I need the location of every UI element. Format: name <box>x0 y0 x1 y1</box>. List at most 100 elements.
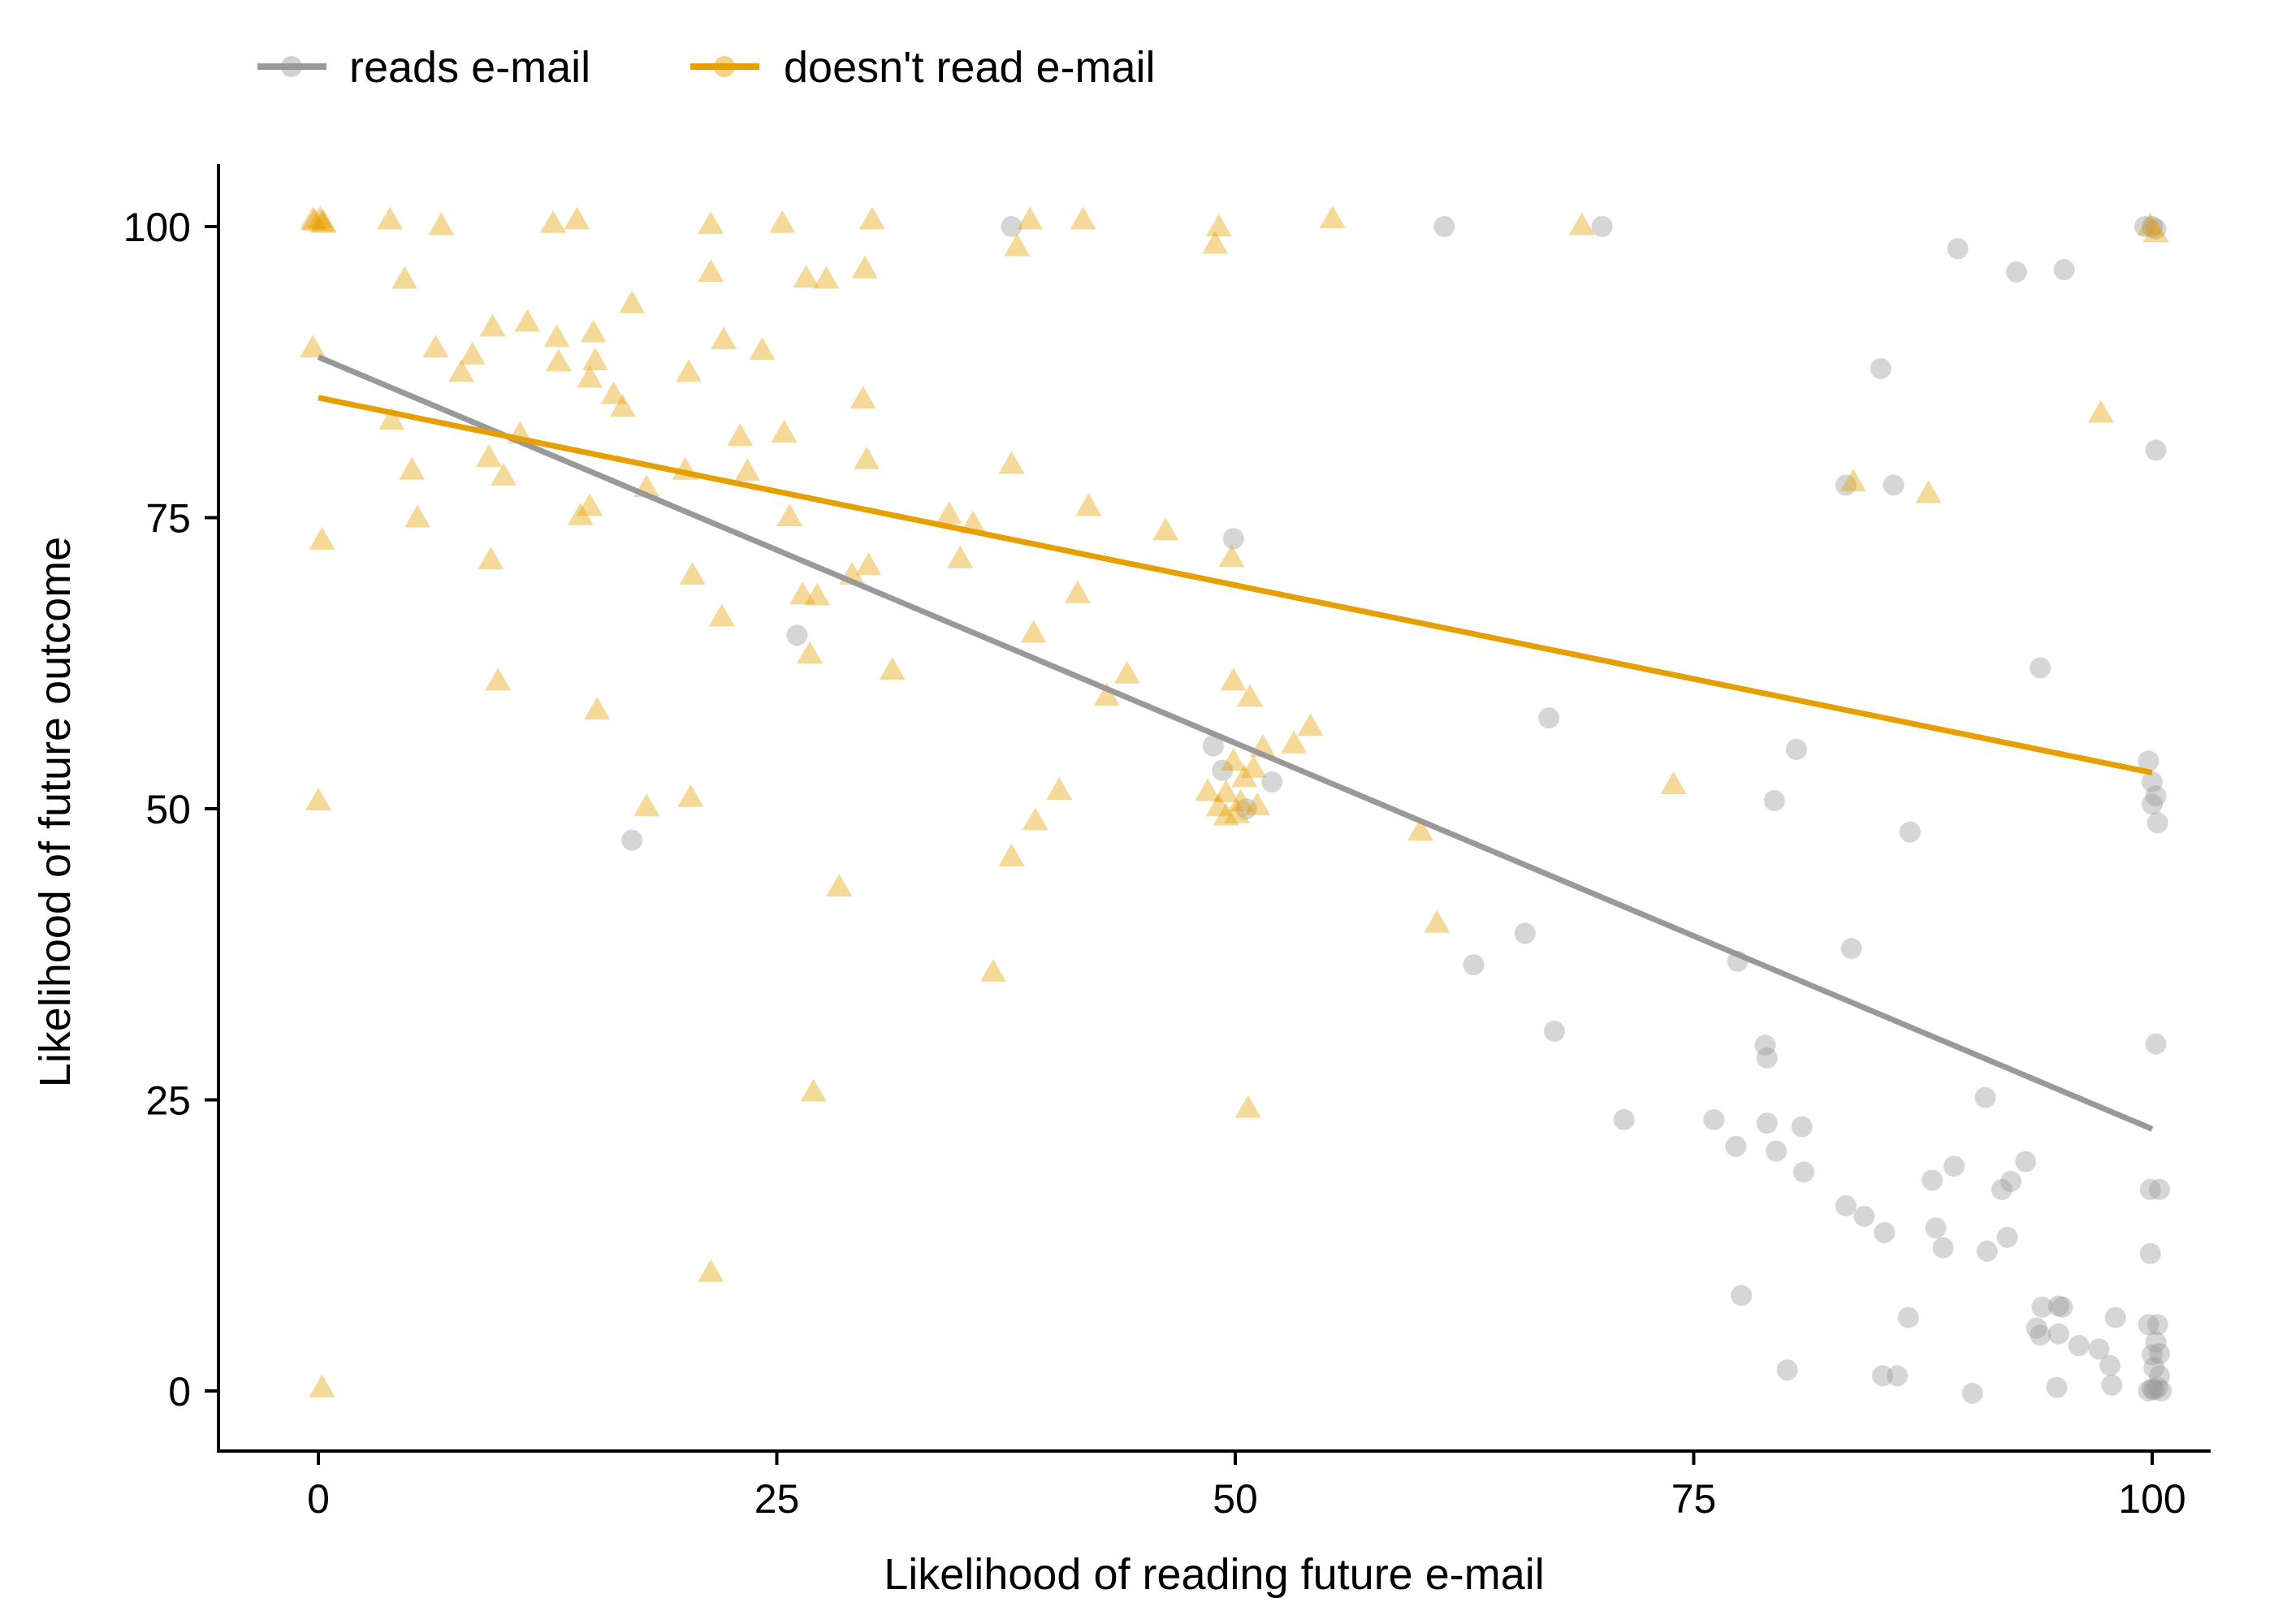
data-point-doesnt-read-email <box>1070 206 1096 230</box>
data-point-reads-email <box>2142 1378 2163 1400</box>
data-point-reads-email <box>2145 218 2167 240</box>
data-point-reads-email <box>1463 954 1485 976</box>
x-tick-label: 50 <box>1213 1476 1258 1522</box>
data-point-doesnt-read-email <box>1297 713 1324 736</box>
data-point-doesnt-read-email <box>479 313 506 337</box>
data-point-reads-email <box>2030 657 2051 679</box>
data-point-doesnt-read-email <box>609 394 636 417</box>
data-point-reads-email <box>2031 1296 2053 1318</box>
data-point-doesnt-read-email <box>577 365 603 388</box>
data-point-doesnt-read-email <box>1064 580 1091 603</box>
data-point-doesnt-read-email <box>307 205 334 229</box>
data-point-reads-email <box>1853 1205 1875 1227</box>
data-point-doesnt-read-email <box>1205 214 1232 237</box>
data-point-doesnt-read-email <box>1281 730 1308 754</box>
data-point-doesnt-read-email <box>2087 400 2114 423</box>
data-point-reads-email <box>2138 750 2159 772</box>
data-point-doesnt-read-email <box>698 1259 724 1282</box>
data-point-reads-email <box>2138 1314 2159 1336</box>
data-point-reads-email <box>1874 1221 1896 1243</box>
data-point-doesnt-read-email <box>734 458 761 482</box>
data-point-doesnt-read-email <box>797 641 824 664</box>
data-point-doesnt-read-email <box>309 1374 335 1397</box>
data-point-doesnt-read-email <box>2137 212 2164 235</box>
data-point-doesnt-read-email <box>1113 660 1140 684</box>
data-point-doesnt-read-email <box>1227 788 1254 812</box>
y-tick-label: 75 <box>145 496 191 542</box>
data-point-doesnt-read-email <box>428 212 455 235</box>
axes: 0 25 50 75 100 0 25 50 75 100 Likelihood of read… <box>31 164 2211 1599</box>
data-point-doesnt-read-email <box>789 581 816 605</box>
data-point-reads-email <box>2047 1295 2069 1317</box>
data-point-doesnt-read-email <box>1218 544 1245 568</box>
data-point-reads-email <box>2146 1314 2168 1336</box>
data-point-reads-email <box>2005 261 2027 283</box>
data-point-doesnt-read-email <box>855 552 882 576</box>
data-point-doesnt-read-email <box>448 359 475 382</box>
data-point-reads-email <box>2145 785 2167 807</box>
data-point-reads-email <box>2068 1335 2090 1357</box>
data-point-doesnt-read-email <box>858 206 885 230</box>
data-point-reads-email <box>1791 1116 1813 1138</box>
data-point-reads-email <box>2030 1324 2051 1346</box>
data-point-doesnt-read-email <box>1237 684 1264 707</box>
fit-line-reads-email <box>317 354 2154 1132</box>
data-point-reads-email <box>2000 1170 2022 1192</box>
data-point-doesnt-read-email <box>567 502 594 525</box>
data-point-doesnt-read-email <box>998 451 1025 474</box>
x-tick-label: 75 <box>1671 1476 1717 1522</box>
data-point-doesnt-read-email <box>584 697 611 720</box>
data-point-reads-email <box>1222 528 1244 550</box>
data-point-reads-email <box>2015 1151 2037 1173</box>
data-point-reads-email <box>2149 1365 2171 1387</box>
data-point-reads-email <box>2139 1178 2161 1200</box>
data-point-doesnt-read-email <box>475 444 502 468</box>
data-point-reads-email <box>1835 474 1857 496</box>
data-point-reads-email <box>1872 1365 1894 1387</box>
data-point-doesnt-read-email <box>776 503 803 527</box>
data-point-reads-email <box>2139 1242 2161 1264</box>
legend-label: reads e-mail <box>349 43 590 92</box>
data-point-doesnt-read-email <box>309 526 335 550</box>
data-point-doesnt-read-email <box>1224 800 1251 823</box>
data-point-reads-email <box>2143 1379 2165 1401</box>
data-point-doesnt-read-email <box>1220 748 1247 771</box>
data-point-doesnt-read-email <box>998 843 1025 866</box>
data-point-reads-email <box>2142 793 2163 815</box>
data-point-doesnt-read-email <box>422 335 449 358</box>
data-point-reads-email <box>1202 735 1224 757</box>
data-point-doesnt-read-email <box>564 206 590 230</box>
data-point-doesnt-read-email <box>727 423 754 447</box>
data-point-reads-email <box>1731 1285 1753 1307</box>
data-point-doesnt-read-email <box>633 793 660 817</box>
data-point-doesnt-read-email <box>1319 205 1346 229</box>
data-point-doesnt-read-email <box>580 319 607 343</box>
data-point-doesnt-read-email <box>1840 469 1866 492</box>
data-point-reads-email <box>1756 1112 1778 1134</box>
data-point-doesnt-read-email <box>1660 771 1687 794</box>
data-point-doesnt-read-email <box>850 386 876 409</box>
data-point-doesnt-read-email <box>1231 764 1258 788</box>
data-point-reads-email <box>1835 1194 1857 1216</box>
data-point-reads-email <box>1785 738 1807 760</box>
data-point-doesnt-read-email <box>600 381 627 404</box>
data-point-reads-email <box>2099 1354 2121 1376</box>
data-point-doesnt-read-email <box>851 255 878 279</box>
data-point-reads-email <box>1883 474 1904 496</box>
data-point-doesnt-read-email <box>491 462 517 486</box>
x-tick-label: 0 <box>307 1476 330 1522</box>
data-point-reads-email <box>2104 1307 2126 1328</box>
data-point-doesnt-read-email <box>793 265 819 288</box>
data-point-doesnt-read-email <box>708 603 735 627</box>
data-point-doesnt-read-email <box>813 266 840 289</box>
legend-label: doesn't read e-mail <box>784 43 1156 92</box>
data-point-doesnt-read-email <box>1152 517 1179 541</box>
data-point-doesnt-read-email <box>514 309 541 332</box>
data-point-reads-email <box>2146 812 2168 834</box>
data-point-doesnt-read-email <box>1213 802 1239 826</box>
data-point-reads-email <box>1212 759 1234 781</box>
data-point-doesnt-read-email <box>391 266 418 289</box>
data-point-doesnt-read-email <box>879 657 906 680</box>
data-point-doesnt-read-email <box>1075 493 1102 516</box>
data-point-reads-email <box>1974 1086 1996 1108</box>
